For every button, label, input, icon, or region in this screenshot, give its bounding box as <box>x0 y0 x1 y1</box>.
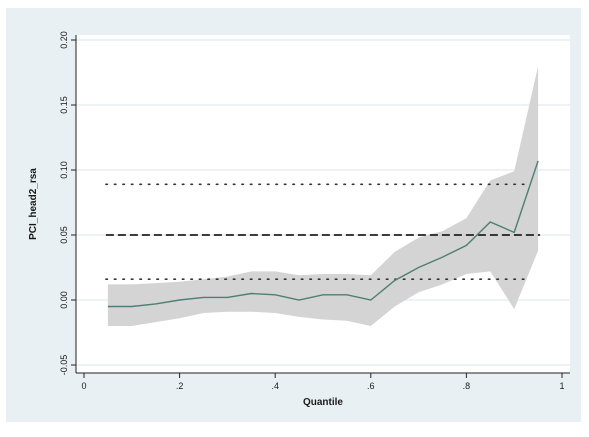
reference-lines <box>105 183 541 281</box>
x-tick-label-4: .8 <box>463 381 471 391</box>
y-tick-label-2: 0.05 <box>59 226 69 244</box>
y-tick-label-3: 0.10 <box>59 161 69 179</box>
axes: -0.05 0.00 0.05 0.10 0.15 0.20 0 .2 .4 .6 .8 1 <box>59 31 570 391</box>
x-tick-label-1: .2 <box>176 381 184 391</box>
x-tick-label-3: .6 <box>367 381 375 391</box>
confidence-band-area <box>107 66 539 326</box>
y-tick-label-1: 0.00 <box>59 291 69 309</box>
y-tick-label-4: 0.15 <box>59 96 69 114</box>
x-tick-label-0: 0 <box>81 381 86 391</box>
series-line-0 <box>107 160 539 308</box>
x-axis-label: Quantile <box>303 397 343 408</box>
y-axis-label: PCI_head2_rsa <box>28 168 39 240</box>
y-tick-label-0: -0.05 <box>59 355 69 376</box>
y-tick-label-5: 0.20 <box>59 31 69 49</box>
confidence-band <box>107 66 539 326</box>
series-lines <box>107 160 539 308</box>
x-tick-label-2: .4 <box>271 381 279 391</box>
x-tick-label-5: 1 <box>559 381 564 391</box>
